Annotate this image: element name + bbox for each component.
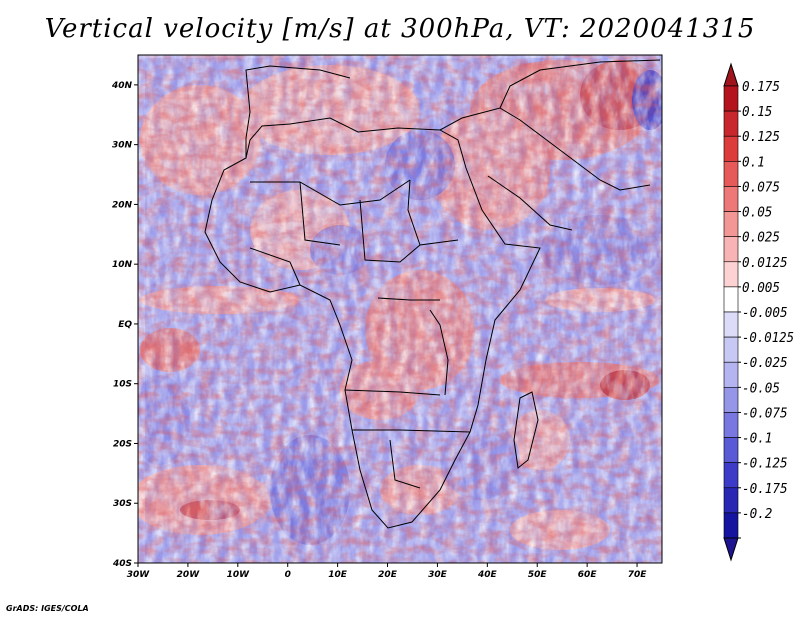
lon-tick-label: 10E xyxy=(328,570,348,580)
longitude-axis: 30W 20W 10W 0 10E 20E 30E 40E 50E 60E 70E xyxy=(127,563,647,580)
grads-credit: GrADS: IGES/COLA xyxy=(6,604,89,613)
colorbar-swatch xyxy=(723,512,739,539)
africa-coastline xyxy=(204,59,661,529)
colorbar-label: 0.005 xyxy=(742,281,780,296)
colorbar-swatch xyxy=(723,261,739,288)
lat-tick-label: 30S xyxy=(113,499,132,509)
lat-tick-label: EQ xyxy=(118,320,132,330)
colorbar-label: -0.025 xyxy=(742,356,788,371)
lon-tick-label: 30E xyxy=(428,570,448,580)
colorbar-swatch xyxy=(723,487,739,514)
colorbar: 0.175 0.15 0.125 0.1 0.075 0.05 0.025 0.0125 0.0… xyxy=(723,62,794,562)
map-frame xyxy=(137,54,663,564)
colorbar-label: 0.075 xyxy=(742,180,780,195)
colorbar-swatch xyxy=(723,462,739,489)
lon-tick-label: 20W xyxy=(177,570,201,580)
colorbar-label: -0.2 xyxy=(742,507,773,522)
colorbar-swatch xyxy=(723,361,739,388)
colorbar-swatch xyxy=(723,387,739,413)
colorbar-swatch xyxy=(723,186,739,212)
colorbar-label: -0.175 xyxy=(742,482,788,497)
colorbar-swatch xyxy=(723,311,739,338)
colorbar-top-arrow xyxy=(723,62,739,87)
colorbar-swatch xyxy=(723,236,739,263)
colorbar-swatch xyxy=(723,110,739,137)
colorbar-label: -0.075 xyxy=(742,406,788,421)
colorbar-label: -0.05 xyxy=(742,381,780,396)
lat-tick-label: 10S xyxy=(113,380,132,390)
lat-tick-label: 30N xyxy=(112,141,133,151)
colorbar-swatch xyxy=(723,135,739,162)
colorbar-label: 0.125 xyxy=(742,130,780,145)
colorbar-label: -0.1 xyxy=(742,432,772,447)
lat-tick-label: 20N xyxy=(112,200,133,210)
lat-tick-label: 20S xyxy=(113,439,132,449)
colorbar-swatch xyxy=(723,161,739,187)
colorbar-swatch xyxy=(723,437,739,463)
colorbar-swatch xyxy=(723,211,739,237)
colorbar-label: 0.1 xyxy=(742,155,765,170)
lon-tick-label: 10W xyxy=(227,570,251,580)
lon-tick-label: 0 xyxy=(285,570,291,580)
lon-tick-label: 70E xyxy=(628,570,648,580)
lon-tick-label: 60E xyxy=(578,570,598,580)
colorbar-swatch xyxy=(723,286,739,313)
colorbar-label: 0.15 xyxy=(742,105,773,120)
colorbar-label: 0.05 xyxy=(742,206,773,221)
colorbar-label: 0.0125 xyxy=(742,256,788,271)
colorbar-label: -0.0125 xyxy=(742,331,794,346)
colorbar-label: 0.175 xyxy=(742,80,780,95)
colorbar-label: 0.025 xyxy=(742,231,780,246)
colorbar-label: -0.125 xyxy=(742,457,788,472)
colorbar-swatch xyxy=(723,412,739,438)
colorbar-swatch xyxy=(723,85,739,112)
latitude-axis: 40N 30N 20N 10N EQ 10S 20S 30S 40S xyxy=(111,81,138,569)
colorbar-label: -0.005 xyxy=(742,306,788,321)
lat-tick-label: 10N xyxy=(112,260,133,270)
lat-tick-label: 40S xyxy=(112,559,132,569)
colorbar-bottom-arrow xyxy=(723,537,739,562)
chart-title: Vertical velocity [m/s] at 300hPa, VT: 2… xyxy=(44,14,756,44)
velocity-field xyxy=(138,55,662,563)
lon-tick-label: 20E xyxy=(378,570,398,580)
lon-tick-label: 30W xyxy=(127,570,151,580)
lon-tick-label: 50E xyxy=(528,570,548,580)
lat-tick-label: 40N xyxy=(111,81,133,91)
colorbar-swatch xyxy=(723,336,739,363)
lon-tick-label: 40E xyxy=(477,570,498,580)
